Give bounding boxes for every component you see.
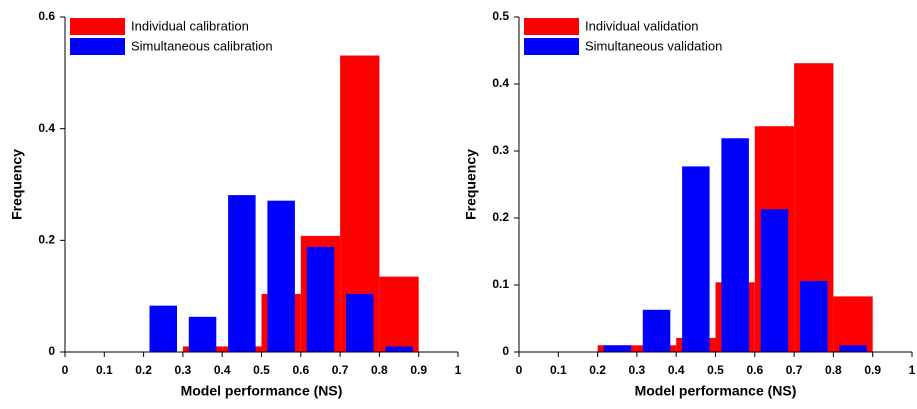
y-tick-label: 0.4 (38, 121, 55, 135)
bar (833, 296, 873, 352)
legend-swatch (70, 38, 125, 55)
x-tick-label: 0.8 (825, 363, 842, 377)
x-tick-label: 0.4 (668, 363, 685, 377)
bar (682, 166, 710, 352)
x-tick-label: 0.3 (629, 363, 646, 377)
x-tick-label: 0.6 (746, 363, 763, 377)
bar (149, 305, 178, 352)
x-tick-label: 0.3 (175, 363, 192, 377)
x-tick-label: 0 (62, 363, 69, 377)
x-tick-label: 0.4 (214, 363, 231, 377)
x-tick-label: 0 (516, 363, 523, 377)
y-tick-label: 0.2 (38, 233, 55, 247)
bar (306, 247, 335, 352)
legend-label: Individual calibration (131, 18, 249, 33)
y-tick-label: 0.2 (492, 210, 509, 224)
bar (267, 200, 295, 352)
x-tick-label: 1 (455, 363, 462, 377)
y-tick-label: 0 (502, 344, 509, 358)
x-tick-label: 0.7 (332, 363, 349, 377)
bar (228, 195, 256, 352)
bar (839, 345, 867, 352)
y-tick-label: 0.1 (492, 277, 509, 291)
bar (760, 209, 789, 352)
bar (603, 345, 632, 352)
x-axis-title: Model performance (NS) (635, 383, 797, 399)
x-tick-label: 0.8 (371, 363, 388, 377)
bar (642, 309, 671, 352)
x-tick-label: 0.5 (707, 363, 724, 377)
x-tick-label: 0.1 (550, 363, 567, 377)
legend-label: Simultaneous validation (585, 38, 722, 53)
x-axis-title: Model performance (NS) (181, 383, 343, 399)
y-tick-label: 0 (48, 344, 55, 358)
x-tick-label: 0.2 (135, 363, 152, 377)
x-tick-label: 0.5 (253, 363, 270, 377)
bar (385, 346, 413, 352)
x-tick-label: 0.7 (786, 363, 803, 377)
y-tick-label: 0.6 (38, 9, 55, 23)
x-tick-label: 0.9 (864, 363, 881, 377)
legend-swatch (524, 18, 579, 35)
x-tick-label: 0.6 (292, 363, 309, 377)
x-tick-label: 1 (909, 363, 916, 377)
legend-swatch (70, 18, 125, 35)
legend-label: Simultaneous calibration (131, 38, 273, 53)
y-tick-label: 0.4 (492, 76, 509, 90)
x-tick-label: 0.2 (589, 363, 606, 377)
legend-swatch (524, 38, 579, 55)
y-axis-title: Frequency (463, 149, 479, 220)
y-tick-label: 0.3 (492, 143, 509, 157)
bar (345, 293, 374, 352)
bar (188, 316, 217, 352)
bar (721, 138, 749, 352)
x-tick-label: 0.1 (96, 363, 113, 377)
y-tick-label: 0.5 (492, 9, 509, 23)
legend-label: Individual validation (585, 18, 698, 33)
y-axis-title: Frequency (9, 149, 25, 220)
x-tick-label: 0.9 (410, 363, 427, 377)
bar (379, 276, 419, 352)
bar (799, 280, 828, 352)
